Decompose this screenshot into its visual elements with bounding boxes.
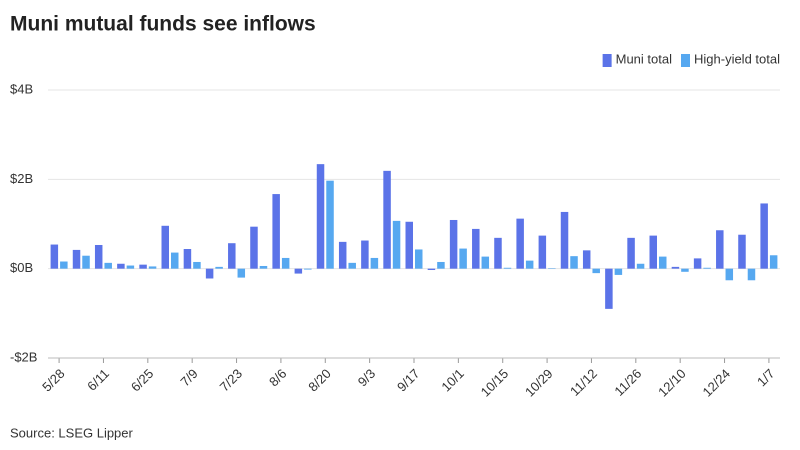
bar: [459, 248, 467, 269]
x-tick-label: 10/15: [478, 366, 512, 400]
x-tick-label: 12/10: [655, 366, 689, 400]
bar: [60, 261, 68, 269]
bar: [437, 261, 445, 269]
bar: [281, 257, 290, 269]
bar: [582, 250, 591, 269]
x-tick-label: 12/24: [699, 366, 733, 400]
bar: [383, 170, 391, 269]
bar: [304, 268, 312, 270]
bar: [405, 221, 413, 269]
source-note: Source: LSEG Lipper: [10, 425, 134, 440]
bar: [361, 240, 369, 269]
bar: [769, 255, 778, 269]
bar: [560, 211, 569, 269]
x-tick-label: 11/12: [567, 366, 600, 399]
legend-label: High-yield total: [694, 51, 780, 66]
bar: [183, 249, 192, 269]
bar: [481, 256, 490, 269]
bar: [605, 268, 613, 309]
bar: [693, 258, 702, 269]
legend-swatch: [681, 54, 690, 67]
bar: [348, 262, 356, 269]
bar: [548, 268, 556, 269]
x-tick-label: 1/7: [754, 366, 777, 389]
bar: [703, 267, 711, 269]
x-tick-label: 9/17: [394, 366, 423, 395]
bar: [738, 234, 746, 269]
y-tick-label: -$2B: [10, 349, 37, 364]
bar: [161, 225, 169, 269]
bar: [570, 256, 578, 269]
bar: [747, 268, 756, 281]
x-tick-label: 10/1: [438, 366, 467, 395]
bar: [516, 218, 524, 269]
bar: [716, 230, 724, 269]
y-tick-label: $2B: [10, 171, 33, 186]
bar: [139, 264, 147, 269]
bar: [171, 252, 179, 269]
bar: [193, 261, 201, 269]
x-tick-label: 8/6: [266, 366, 289, 389]
bar: [636, 263, 645, 269]
bar: [627, 237, 635, 269]
legend-swatch: [602, 54, 612, 67]
bar: [427, 268, 436, 271]
y-tick-label: $0B: [10, 260, 33, 275]
bar: [326, 180, 334, 269]
bar: [449, 219, 458, 269]
x-tick-label: 10/29: [522, 366, 556, 400]
bar: [272, 194, 280, 269]
bar: [117, 263, 125, 269]
bar: [392, 220, 401, 269]
bar: [126, 265, 135, 269]
bar: [50, 244, 59, 269]
bar: [503, 267, 512, 269]
bar: [725, 268, 734, 281]
x-tick-label: 6/25: [128, 366, 157, 395]
bar: [228, 243, 236, 269]
bar: [294, 268, 303, 274]
bar: [592, 268, 600, 274]
x-tick-label: 5/28: [39, 366, 68, 395]
x-tick-label: 6/11: [84, 366, 112, 394]
y-tick-label: $4B: [10, 81, 33, 96]
bar: [415, 249, 423, 269]
x-tick-label: 11/26: [611, 366, 644, 399]
x-tick-label: 7/23: [217, 366, 246, 395]
bar: [237, 268, 246, 278]
bar: [215, 266, 223, 269]
bar: [671, 266, 680, 269]
bar: [760, 203, 768, 269]
bar: [94, 244, 103, 269]
bar: [72, 249, 81, 269]
x-tick-label: 7/9: [177, 366, 200, 389]
bar: [649, 235, 657, 269]
bar: [205, 268, 214, 279]
bar: [104, 262, 112, 269]
legend-label: Muni total: [616, 51, 672, 66]
bar: [259, 265, 268, 269]
bar: [338, 241, 347, 269]
x-tick-label: 9/3: [355, 366, 378, 389]
bar: [250, 226, 258, 269]
bar: [681, 268, 689, 272]
bar: [538, 235, 547, 269]
bar: [472, 228, 480, 269]
bar: [614, 268, 623, 275]
bar: [659, 256, 667, 269]
bar: [525, 260, 534, 269]
bar: [494, 237, 502, 269]
bar: [148, 266, 157, 269]
bar: [82, 255, 90, 269]
chart-title: Muni mutual funds see inflows: [10, 13, 316, 36]
bar: [370, 257, 379, 269]
x-tick-label: 8/20: [305, 366, 334, 395]
bar: [316, 164, 325, 269]
